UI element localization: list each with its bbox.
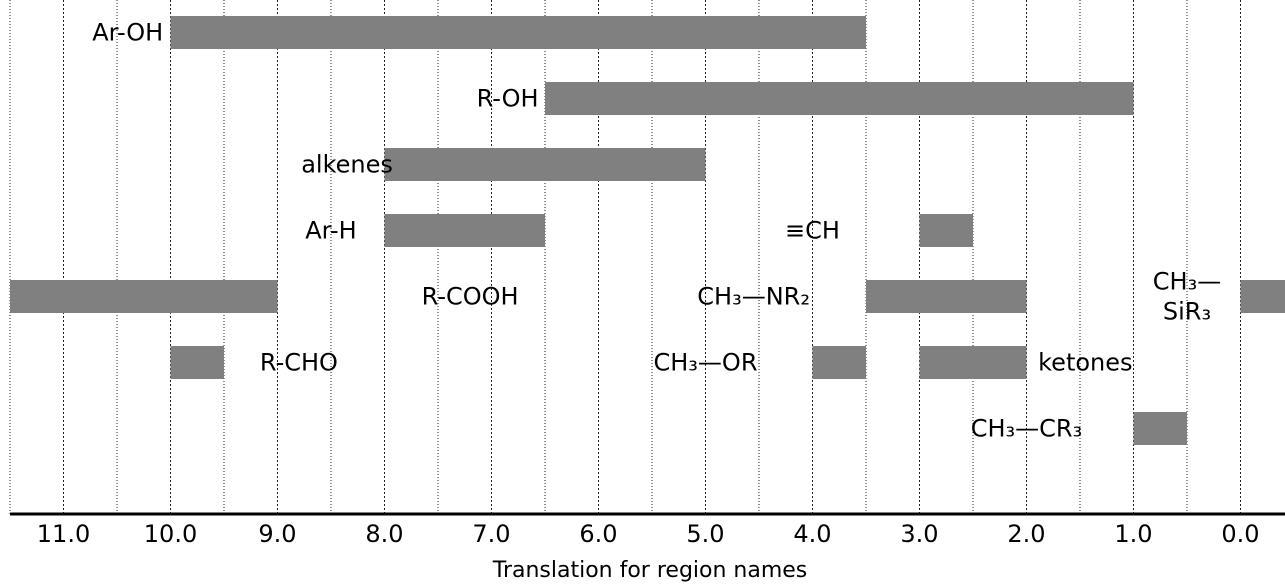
region-label: CH₃—NR₂ <box>697 283 810 311</box>
region-label: CH₃—CR₃ <box>971 415 1082 443</box>
x-tick-label: 7.0 <box>472 520 510 548</box>
region-label: alkenes <box>301 151 393 179</box>
bars <box>10 16 1285 445</box>
region-label: SiR₃ <box>1163 298 1211 326</box>
range-bar <box>384 148 706 181</box>
region-label: Ar-H <box>305 217 356 245</box>
range-bar <box>10 280 278 313</box>
x-tick-label: 10.0 <box>144 520 197 548</box>
x-tick-labels: 11.0 10.0 9.0 8.0 7.0 6.0 5.0 4.0 3.0 2.0 1.0 0.0 <box>37 520 1260 548</box>
region-label: R-CHO <box>260 349 338 377</box>
gridlines <box>9 0 1241 514</box>
x-tick-label: 8.0 <box>365 520 403 548</box>
range-bar <box>1133 412 1187 445</box>
range-bar <box>812 346 866 379</box>
region-label: CH₃—OR <box>654 349 758 377</box>
region-label: R-COOH <box>422 283 519 311</box>
x-tick-label: 5.0 <box>686 520 724 548</box>
range-bar <box>170 346 224 379</box>
region-label: R-OH <box>477 85 539 113</box>
range-bar <box>919 214 973 247</box>
x-tick-label: 1.0 <box>1114 520 1152 548</box>
x-tick-label: 6.0 <box>579 520 617 548</box>
x-tick-label: 4.0 <box>793 520 831 548</box>
x-tick-label: 11.0 <box>37 520 90 548</box>
range-bar <box>1240 280 1285 313</box>
x-tick-label: 2.0 <box>1007 520 1045 548</box>
x-tick-label: 0.0 <box>1221 520 1259 548</box>
region-labels: Ar-OH R-OH alkenes Ar-H ≡CH R-COOH CH₃—NR₂ CH₃—… <box>92 19 1221 443</box>
x-axis-title: Translation for region names <box>492 558 808 583</box>
region-label: Ar-OH <box>92 19 163 47</box>
x-tick-label: 9.0 <box>258 520 296 548</box>
x-tick-label: 3.0 <box>900 520 938 548</box>
region-label: ≡CH <box>785 217 840 245</box>
range-bar <box>866 280 1027 313</box>
range-bar <box>384 214 545 247</box>
range-bar <box>170 16 866 49</box>
region-label: CH₃— <box>1153 268 1221 296</box>
range-bar <box>919 346 1027 379</box>
range-bar <box>545 82 1134 115</box>
region-label: ketones <box>1038 349 1132 377</box>
